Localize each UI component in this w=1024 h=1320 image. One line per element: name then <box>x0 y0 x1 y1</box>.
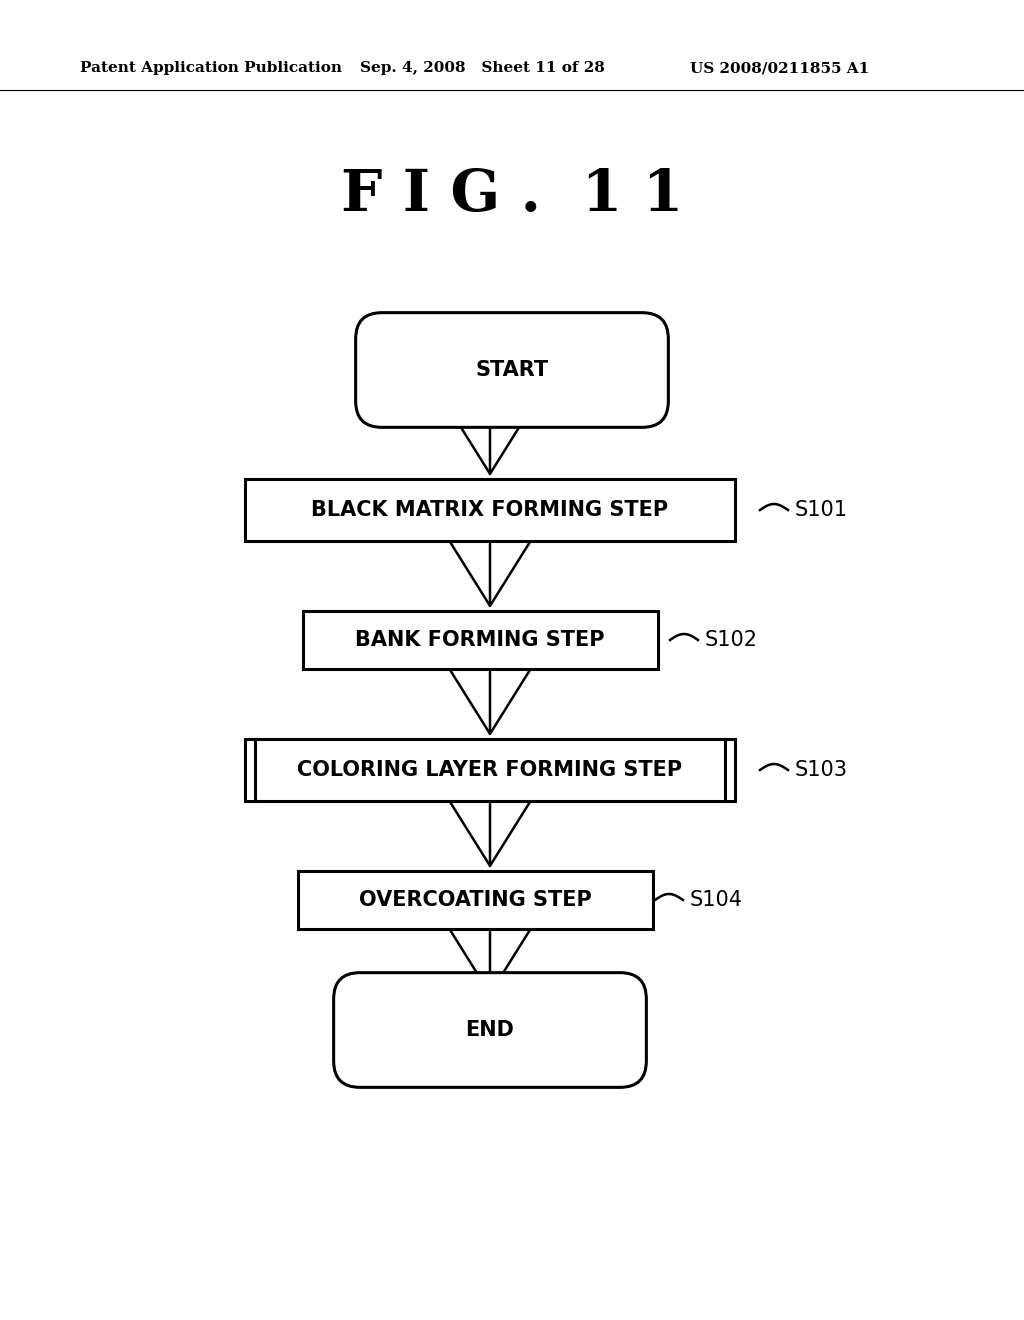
Text: END: END <box>466 1020 514 1040</box>
Text: BLACK MATRIX FORMING STEP: BLACK MATRIX FORMING STEP <box>311 500 669 520</box>
Text: Sep. 4, 2008   Sheet 11 of 28: Sep. 4, 2008 Sheet 11 of 28 <box>360 61 605 75</box>
Text: BANK FORMING STEP: BANK FORMING STEP <box>355 630 605 649</box>
Bar <box>302 611 657 669</box>
Bar <box>298 871 652 929</box>
Text: START: START <box>475 360 549 380</box>
Text: S104: S104 <box>690 890 743 909</box>
Bar <box>245 739 735 801</box>
Text: S103: S103 <box>795 760 848 780</box>
Text: F I G .  1 1: F I G . 1 1 <box>341 168 683 223</box>
Bar <box>245 479 735 541</box>
Text: OVERCOATING STEP: OVERCOATING STEP <box>358 890 592 909</box>
Text: US 2008/0211855 A1: US 2008/0211855 A1 <box>690 61 869 75</box>
Text: Patent Application Publication: Patent Application Publication <box>80 61 342 75</box>
Text: S102: S102 <box>705 630 758 649</box>
FancyBboxPatch shape <box>334 973 646 1088</box>
Text: S101: S101 <box>795 500 848 520</box>
FancyBboxPatch shape <box>355 313 669 428</box>
Text: COLORING LAYER FORMING STEP: COLORING LAYER FORMING STEP <box>297 760 683 780</box>
